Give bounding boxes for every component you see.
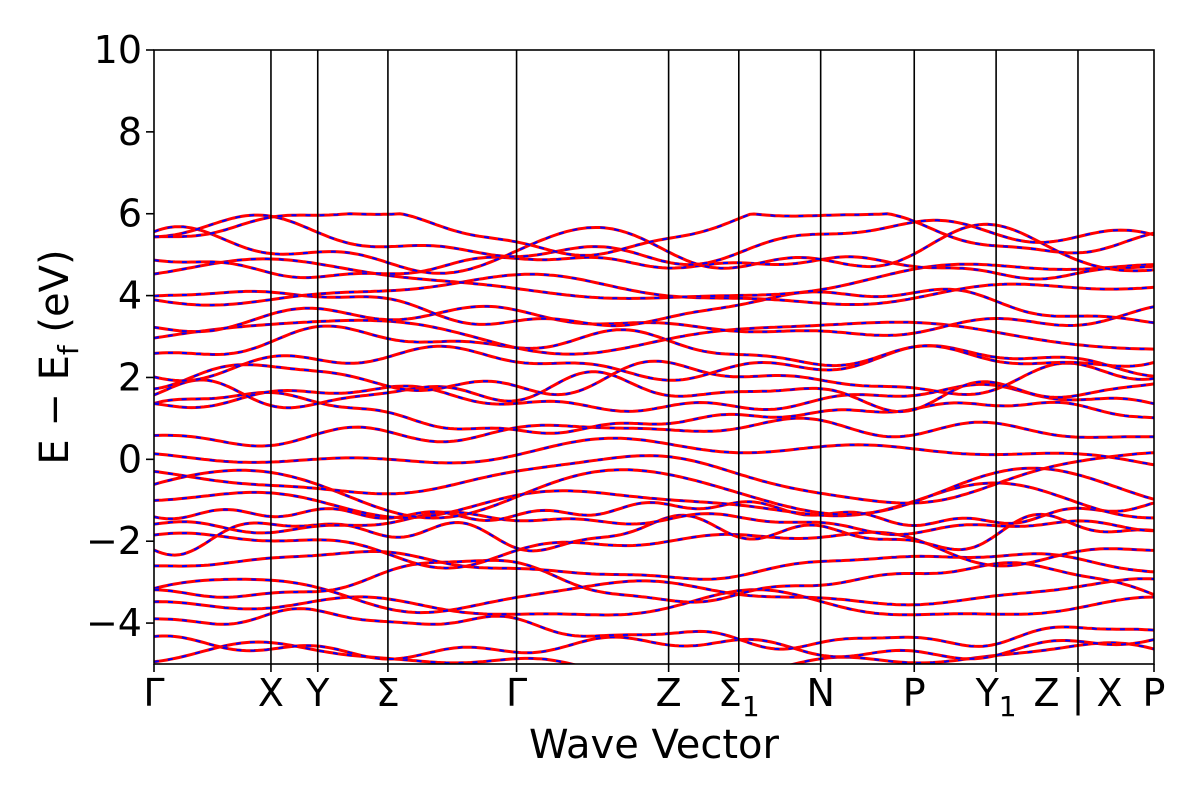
y-axis-title-unit: (eV) [32,249,78,345]
x-tick-label-main: P [903,671,926,715]
x-tick-label-main: X [258,671,284,715]
x-tick-label-main: Z | X [1033,671,1122,716]
band-line-blue [154,467,1154,520]
x-tick-label: Z | X [1033,671,1122,716]
x-axis-title: Wave Vector [529,722,780,768]
band-line-red [154,318,1154,356]
band-line-blue [154,417,1154,447]
band-line-blue [154,344,1154,382]
x-tick-label-main: Γ [506,671,527,715]
band-line-blue [154,212,1154,257]
x-tick-label-main: Y [305,671,330,715]
x-tick-label: X [258,671,284,715]
x-tick-label: P [903,671,926,715]
band-line-blue [154,255,1154,281]
y-tick-label: 8 [118,110,142,154]
band-line-blue [154,305,1154,337]
y-tick-label: 6 [118,192,142,236]
band-line-blue [154,288,1154,327]
x-tick-label-main: N [806,671,834,715]
band-line-blue [154,257,1154,300]
band-line-blue [154,607,1154,651]
x-tick-label-main: P [1143,671,1166,715]
plot-frame [153,49,1155,665]
band-line-blue [154,531,1154,570]
band-line-blue [154,635,1154,660]
band-line-blue [154,588,1154,616]
x-tick-label-main: Σ [718,671,742,715]
bands-layer [154,212,1154,664]
y-axis-title: E − Ef (eV) [32,249,85,464]
x-tick-label-main: Z [656,671,682,715]
high-symmetry-lines [270,50,1079,664]
band-line-blue [154,577,1154,614]
band-line-red [154,390,1154,435]
x-tick-label: Σ1 [718,671,760,723]
y-axis: −4 −2 0 2 4 6 8 10 [86,28,154,645]
band-line-blue [154,360,1154,396]
band-line-red [154,466,1154,520]
x-tick-label-main: Σ [376,671,400,715]
x-tick-label: Γ [506,671,527,715]
band-line-blue [154,383,1154,413]
y-axis-title-sub: f [52,344,85,355]
x-tick-label: P [1143,671,1166,715]
x-tick-label: Z [656,671,682,715]
x-tick-label: Y [305,671,330,715]
y-tick-label: 4 [118,274,142,318]
y-tick-label: 0 [118,437,142,481]
band-line-blue [154,319,1154,356]
x-tick-label-sub: 1 [742,690,760,723]
y-tick-label: −2 [86,519,142,563]
band-line-blue [154,214,1154,266]
x-tick-label: Σ [376,671,400,715]
band-line-red [154,212,1154,257]
x-tick-label-main: Y [975,671,1000,715]
band-line-blue [154,482,1154,519]
band-line-blue [154,500,1154,527]
band-line-blue [154,325,1154,368]
band-line-red [154,550,1154,581]
x-tick-label: Y1 [975,671,1017,723]
x-tick-label: Γ [143,671,164,715]
x-tick-label-sub: 1 [999,690,1017,723]
y-axis-title-main: E − E [32,355,78,465]
y-tick-label: 2 [118,355,142,399]
y-tick-label: 10 [94,28,142,72]
band-line-red [154,436,1154,467]
x-tick-label: N [806,671,834,715]
x-tick-label-main: Γ [143,671,164,715]
band-line-blue [154,511,1154,536]
band-line-blue [154,370,1154,413]
band-line-red [154,640,1154,664]
band-line-blue [154,451,1154,505]
y-tick-label: −4 [86,601,142,645]
band-line-blue [154,223,1154,275]
band-line-red [154,272,1154,307]
